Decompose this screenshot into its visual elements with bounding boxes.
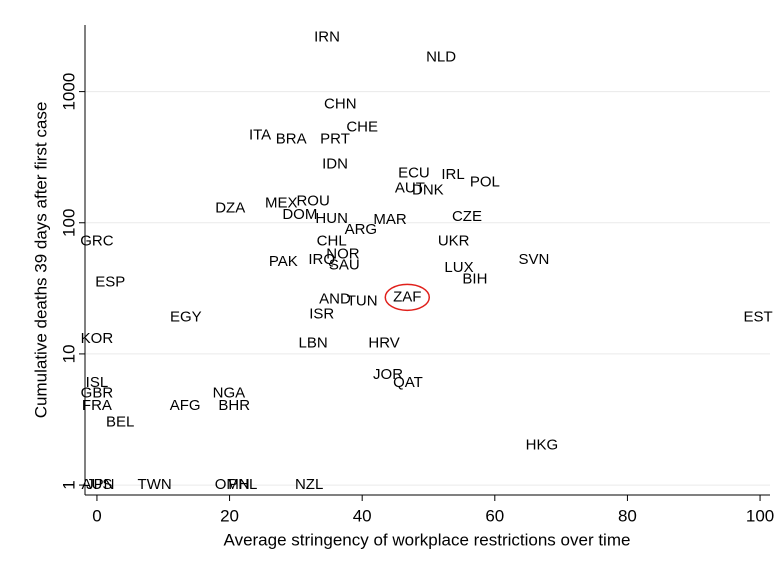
y-tick-label: 1 bbox=[59, 480, 78, 489]
point-label: DOM bbox=[282, 206, 317, 223]
point-label: TUN bbox=[347, 293, 378, 310]
x-tick-label: 60 bbox=[485, 506, 504, 525]
point-label: IRN bbox=[314, 29, 340, 46]
x-tick-label: 40 bbox=[353, 506, 372, 525]
point-label: FRA bbox=[82, 397, 112, 414]
point-label: PAK bbox=[269, 253, 298, 270]
point-label: GRC bbox=[80, 232, 114, 249]
point-label: IRL bbox=[441, 166, 464, 183]
x-axis-label: Average stringency of workplace restrict… bbox=[224, 530, 631, 549]
point-label: UKR bbox=[438, 232, 470, 249]
point-label: ECU bbox=[398, 165, 430, 182]
point-label: JPN bbox=[86, 476, 114, 493]
point-label: HKG bbox=[526, 437, 559, 454]
point-label: ISL bbox=[86, 374, 109, 391]
point-label: IRQ bbox=[308, 251, 335, 268]
point-label: HUN bbox=[315, 210, 348, 227]
point-label: ROU bbox=[296, 193, 329, 210]
point-label: LUX bbox=[444, 259, 473, 276]
point-label: MAR bbox=[373, 211, 407, 228]
point-label: KOR bbox=[81, 330, 114, 347]
point-label: SVN bbox=[519, 251, 550, 268]
point-label: CHE bbox=[346, 119, 378, 136]
point-label: AND bbox=[319, 290, 351, 307]
point-label: SAU bbox=[329, 257, 360, 274]
point-label: NGA bbox=[213, 384, 246, 401]
point-label: NOR bbox=[326, 246, 360, 263]
point-label: AUS bbox=[82, 476, 113, 493]
point-label: BHR bbox=[218, 397, 250, 414]
point-label: NLD bbox=[426, 48, 456, 65]
point-label: BEL bbox=[106, 413, 134, 430]
y-tick-label: 1000 bbox=[59, 73, 78, 111]
point-label: EST bbox=[743, 308, 772, 325]
highlight-circle bbox=[384, 283, 431, 312]
point-label: QAT bbox=[393, 374, 423, 391]
point-label: CZE bbox=[452, 208, 482, 225]
point-label: DZA bbox=[215, 200, 245, 217]
x-tick-label: 100 bbox=[746, 506, 774, 525]
point-label: AUT bbox=[395, 180, 425, 197]
point-label: IDN bbox=[322, 156, 348, 173]
point-label: AFG bbox=[170, 397, 201, 414]
point-label: CHN bbox=[324, 95, 357, 112]
x-tick-label: 80 bbox=[618, 506, 637, 525]
point-label: ZAF bbox=[393, 288, 421, 305]
point-label: NZL bbox=[295, 476, 323, 493]
point-label: CHL bbox=[317, 232, 347, 249]
point-label: MEX bbox=[265, 195, 298, 212]
point-label: PHL bbox=[228, 476, 257, 493]
point-label: GBR bbox=[81, 384, 114, 401]
point-label: ISR bbox=[309, 305, 334, 322]
point-label: LBN bbox=[299, 334, 328, 351]
point-label: OMN bbox=[215, 476, 250, 493]
point-label: JOR bbox=[373, 366, 403, 383]
point-label: POL bbox=[470, 174, 500, 191]
point-label: BRA bbox=[276, 131, 307, 148]
point-label: ESP bbox=[95, 274, 125, 291]
point-label: BIH bbox=[462, 270, 487, 287]
point-label: DNK bbox=[412, 182, 444, 199]
y-tick-label: 10 bbox=[59, 344, 78, 363]
point-label: EGY bbox=[170, 308, 202, 325]
x-tick-label: 20 bbox=[220, 506, 239, 525]
y-axis-label: Cumulative deaths 39 days after first ca… bbox=[31, 102, 50, 419]
point-label: TWN bbox=[138, 476, 172, 493]
point-label: PRT bbox=[320, 131, 350, 148]
y-tick-label: 100 bbox=[59, 209, 78, 237]
point-label: ITA bbox=[249, 127, 271, 144]
x-tick-label: 0 bbox=[92, 506, 101, 525]
point-label: HRV bbox=[368, 334, 399, 351]
point-label: ARG bbox=[345, 221, 378, 238]
